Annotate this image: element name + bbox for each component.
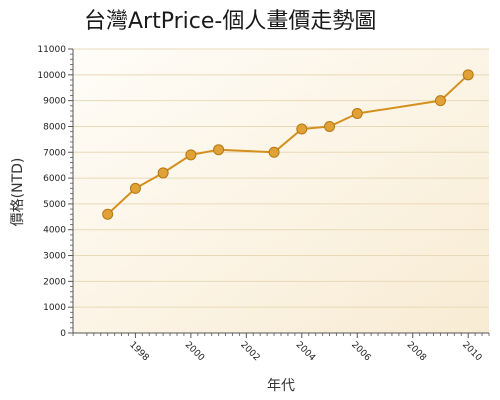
data-point [351, 108, 363, 120]
y-tick-label: 5000 [43, 200, 66, 210]
data-point [268, 146, 280, 158]
y-tick-label: 1000 [43, 303, 66, 313]
data-point [324, 120, 336, 132]
x-tick-label: 2002 [238, 340, 261, 363]
data-point [434, 95, 446, 107]
y-tick-label: 10000 [37, 71, 66, 81]
data-point [129, 182, 141, 194]
x-tick-label: 2004 [294, 340, 317, 363]
y-axis-label: 價格(NTD) [9, 158, 26, 227]
data-point [296, 123, 308, 135]
y-tick-labels: 0 1000 2000 3000 4000 5000 6000 7000 8000 9000 100… [37, 45, 66, 339]
y-tick-label: 3000 [43, 252, 66, 262]
data-point [102, 208, 114, 220]
x-tick-label: 2006 [349, 340, 372, 363]
data-point [462, 69, 474, 81]
plot-area [73, 49, 489, 333]
y-tick-label: 2000 [43, 277, 66, 287]
x-tick-label: 1998 [127, 340, 150, 363]
gridlines [73, 48, 489, 308]
y-tick-label: 4000 [43, 226, 66, 236]
data-series [102, 69, 474, 220]
x-axis-label: 年代 [267, 378, 295, 394]
data-point [185, 149, 197, 161]
y-tick-label: 8000 [43, 122, 66, 132]
x-tick-label: 2000 [183, 340, 206, 363]
data-point [213, 144, 225, 156]
y-tick-label: 0 [60, 329, 66, 339]
data-point [157, 167, 169, 179]
y-tick-label: 7000 [43, 148, 66, 158]
x-tick-labels: 1998 2000 2002 2004 2006 2008 2010 [127, 340, 483, 363]
x-tick-label: 2008 [405, 340, 428, 363]
axes [68, 48, 490, 338]
chart-title: 台灣ArtPrice-個人畫價走勢圖 [84, 9, 376, 34]
y-tick-label: 6000 [43, 174, 66, 184]
y-tick-label: 9000 [43, 97, 66, 107]
y-tick-label: 11000 [37, 45, 66, 55]
x-tick-label: 2010 [460, 340, 483, 363]
